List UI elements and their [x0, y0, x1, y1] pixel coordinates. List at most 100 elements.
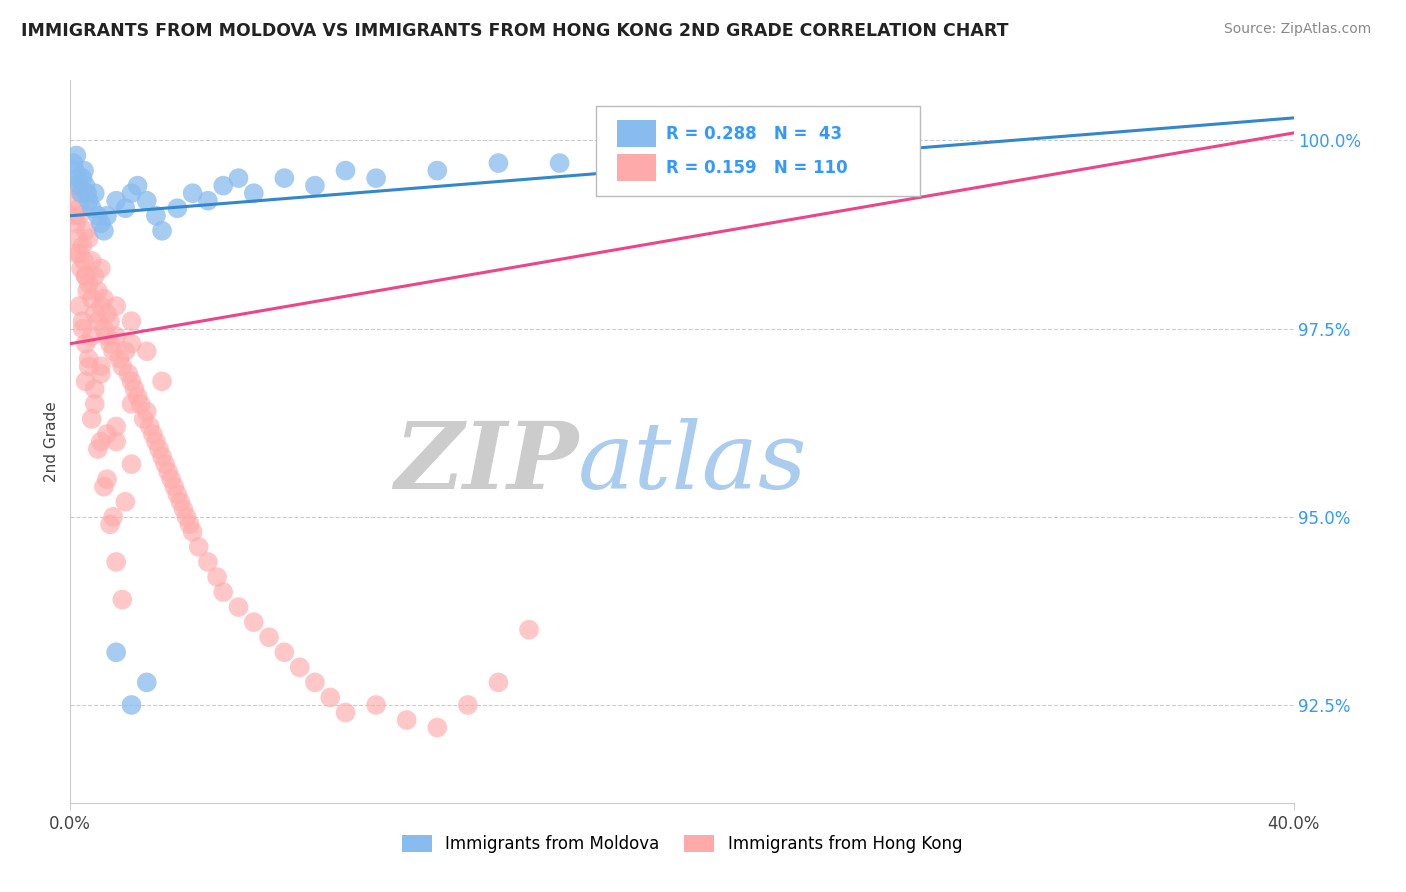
Point [395, 713, 418, 727]
Point [127, 178, 149, 193]
Point [150, 224, 173, 238]
Text: IMMIGRANTS FROM MOLDOVA VS IMMIGRANTS FROM HONG KONG 2ND GRADE CORRELATION CHART: IMMIGRANTS FROM MOLDOVA VS IMMIGRANTS FR… [21, 22, 1008, 40]
Point [135, 675, 157, 690]
Point [288, 660, 311, 674]
Point [105, 329, 128, 343]
Point [671, 156, 693, 170]
Point [150, 450, 173, 464]
Point [65, 148, 87, 162]
Point [127, 389, 149, 403]
Point [76, 284, 98, 298]
Point [153, 457, 176, 471]
Point [150, 374, 173, 388]
Point [426, 721, 449, 735]
Point [98, 517, 121, 532]
Point [77, 351, 100, 366]
Text: ZIP: ZIP [394, 418, 578, 508]
Point [75, 336, 97, 351]
Point [132, 412, 155, 426]
Point [457, 698, 479, 712]
Point [304, 178, 326, 193]
Point [83, 268, 105, 283]
Point [157, 465, 180, 479]
Point [77, 194, 100, 208]
Point [80, 201, 103, 215]
Point [93, 292, 115, 306]
Point [72, 186, 94, 201]
Point [731, 148, 754, 162]
Point [228, 600, 250, 615]
Point [75, 268, 97, 283]
Point [65, 216, 87, 230]
Point [98, 314, 121, 328]
Point [87, 442, 110, 456]
FancyBboxPatch shape [596, 105, 921, 196]
Point [98, 336, 121, 351]
Point [69, 299, 91, 313]
Point [96, 307, 118, 321]
Point [304, 675, 326, 690]
Point [179, 517, 201, 532]
Point [257, 630, 280, 644]
Point [169, 494, 191, 508]
Point [145, 209, 167, 223]
Point [80, 292, 103, 306]
Point [228, 171, 250, 186]
Bar [617, 120, 657, 147]
Point [142, 427, 165, 442]
Point [69, 246, 91, 260]
Point [488, 156, 510, 170]
Point [72, 314, 94, 328]
Point [129, 397, 152, 411]
Point [111, 592, 134, 607]
Point [72, 321, 94, 335]
Point [63, 209, 86, 223]
Point [366, 171, 388, 186]
Point [335, 163, 357, 178]
Point [72, 239, 94, 253]
Point [90, 434, 112, 449]
Point [335, 706, 357, 720]
Point [87, 314, 110, 328]
Point [80, 329, 103, 343]
Point [72, 171, 94, 186]
Point [75, 268, 97, 283]
Point [181, 186, 204, 201]
Point [87, 284, 110, 298]
Point [69, 209, 91, 223]
Point [75, 224, 97, 238]
Point [114, 344, 136, 359]
Point [319, 690, 342, 705]
Point [366, 698, 388, 712]
Legend: Immigrants from Moldova, Immigrants from Hong Kong: Immigrants from Moldova, Immigrants from… [395, 828, 969, 860]
Point [63, 163, 86, 178]
Point [121, 314, 143, 328]
Point [105, 555, 128, 569]
Point [76, 186, 98, 201]
Point [90, 261, 112, 276]
Point [105, 434, 128, 449]
Point [212, 585, 235, 599]
Bar [617, 154, 657, 181]
Point [105, 645, 128, 659]
Point [212, 178, 235, 193]
Point [96, 329, 118, 343]
Point [108, 351, 131, 366]
Point [93, 224, 115, 238]
Point [83, 382, 105, 396]
Point [121, 186, 143, 201]
Point [73, 253, 96, 268]
Point [139, 419, 162, 434]
Point [66, 231, 89, 245]
Point [273, 645, 295, 659]
Point [117, 367, 139, 381]
Point [121, 374, 143, 388]
Text: R = 0.288   N =  43: R = 0.288 N = 43 [666, 125, 842, 143]
Point [160, 472, 183, 486]
Point [96, 427, 118, 442]
Point [90, 216, 112, 230]
Point [73, 163, 96, 178]
Point [181, 524, 204, 539]
Y-axis label: 2nd Grade: 2nd Grade [44, 401, 59, 482]
Point [273, 171, 295, 186]
